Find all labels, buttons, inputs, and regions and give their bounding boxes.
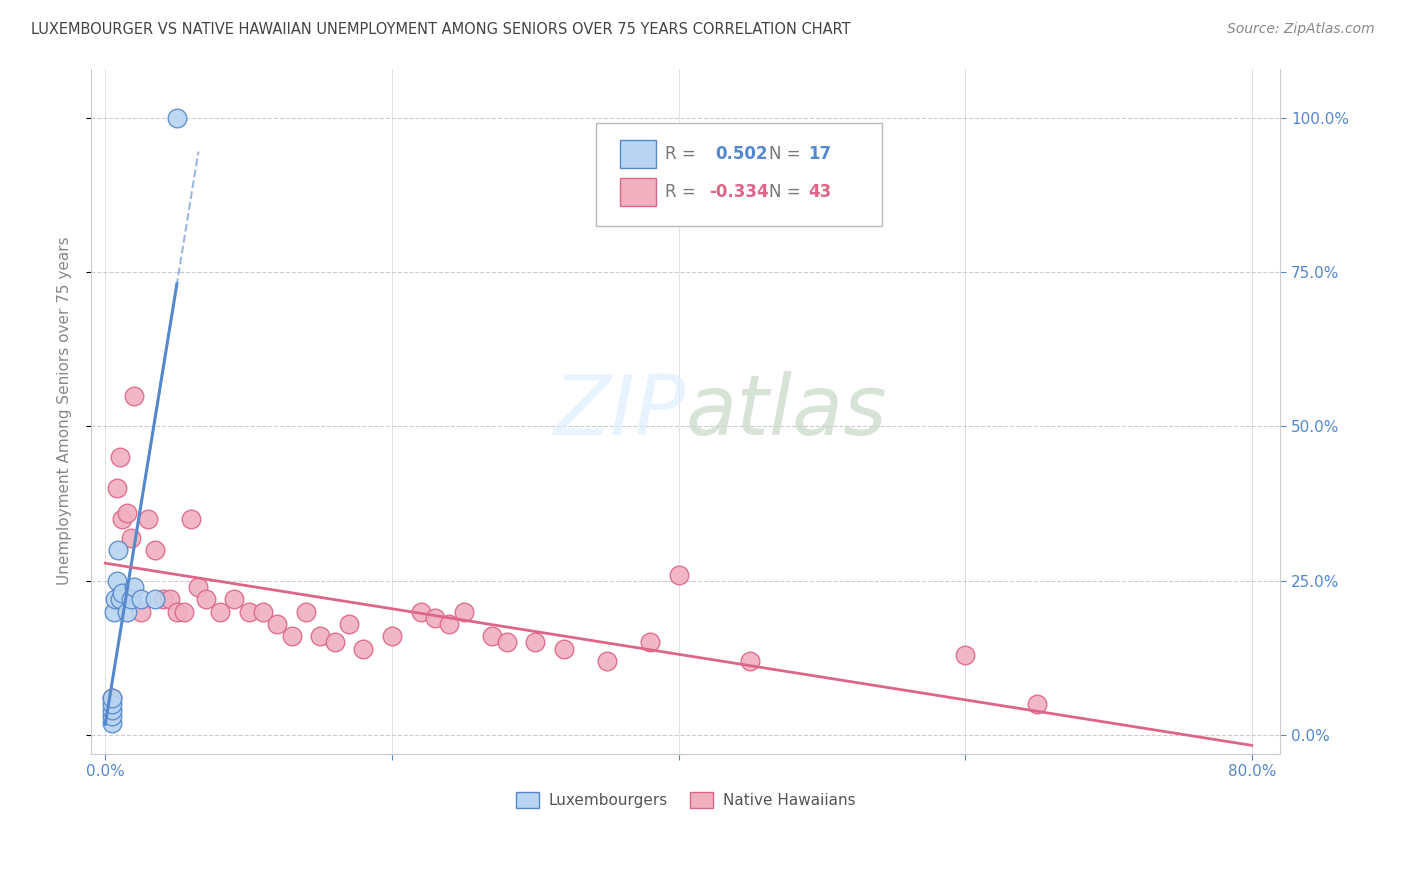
Point <box>101 690 124 705</box>
Text: R =: R = <box>665 183 702 201</box>
Point <box>238 605 260 619</box>
Point <box>668 567 690 582</box>
Point <box>524 635 547 649</box>
Point <box>120 531 142 545</box>
FancyBboxPatch shape <box>596 123 882 226</box>
Point <box>224 592 246 607</box>
Point <box>266 616 288 631</box>
Text: R =: R = <box>665 145 702 163</box>
Point <box>136 512 159 526</box>
Point <box>423 611 446 625</box>
Point <box>437 616 460 631</box>
Point <box>145 592 167 607</box>
Point <box>252 605 274 619</box>
Point <box>108 450 131 465</box>
Text: 17: 17 <box>808 145 831 163</box>
Point <box>104 592 127 607</box>
Text: 43: 43 <box>808 183 831 201</box>
Point <box>101 709 124 723</box>
Text: N =: N = <box>769 145 806 163</box>
Point <box>115 605 138 619</box>
Point <box>111 512 134 526</box>
Text: Source: ZipAtlas.com: Source: ZipAtlas.com <box>1227 22 1375 37</box>
Point <box>409 605 432 619</box>
Point <box>120 592 142 607</box>
Point <box>1025 697 1047 711</box>
Point <box>381 629 404 643</box>
Point <box>101 697 124 711</box>
Point <box>596 654 619 668</box>
Point <box>352 641 374 656</box>
Point <box>105 574 128 588</box>
Point <box>107 542 129 557</box>
Point <box>481 629 503 643</box>
Point <box>111 586 134 600</box>
Point <box>180 512 202 526</box>
Point <box>187 580 209 594</box>
Point <box>152 592 174 607</box>
Point <box>101 690 124 705</box>
Point <box>323 635 346 649</box>
Point <box>145 542 167 557</box>
Point <box>108 592 131 607</box>
Point <box>194 592 217 607</box>
Y-axis label: Unemployment Among Seniors over 75 years: Unemployment Among Seniors over 75 years <box>58 236 72 585</box>
Point <box>101 715 124 730</box>
Text: atlas: atlas <box>686 370 887 451</box>
FancyBboxPatch shape <box>620 140 657 168</box>
Point <box>953 648 976 662</box>
Text: LUXEMBOURGER VS NATIVE HAWAIIAN UNEMPLOYMENT AMONG SENIORS OVER 75 YEARS CORRELA: LUXEMBOURGER VS NATIVE HAWAIIAN UNEMPLOY… <box>31 22 851 37</box>
Point <box>280 629 302 643</box>
Point <box>208 605 231 619</box>
Point <box>173 605 195 619</box>
Point <box>101 703 124 717</box>
Point <box>129 605 152 619</box>
Point <box>295 605 318 619</box>
Point <box>638 635 661 649</box>
Point <box>129 592 152 607</box>
Text: N =: N = <box>769 183 806 201</box>
Point <box>105 481 128 495</box>
Point <box>495 635 517 649</box>
Point <box>103 605 125 619</box>
Point <box>337 616 360 631</box>
Point <box>740 654 762 668</box>
Point <box>453 605 475 619</box>
Point <box>309 629 332 643</box>
Text: 0.502: 0.502 <box>716 145 768 163</box>
Legend: Luxembourgers, Native Hawaiians: Luxembourgers, Native Hawaiians <box>510 786 862 814</box>
Point <box>166 605 188 619</box>
Point <box>553 641 575 656</box>
Point <box>122 388 145 402</box>
Point <box>166 111 188 125</box>
FancyBboxPatch shape <box>620 178 657 205</box>
Point <box>122 580 145 594</box>
Text: -0.334: -0.334 <box>710 183 769 201</box>
Point <box>159 592 181 607</box>
Point <box>115 506 138 520</box>
Text: ZIP: ZIP <box>554 370 686 451</box>
